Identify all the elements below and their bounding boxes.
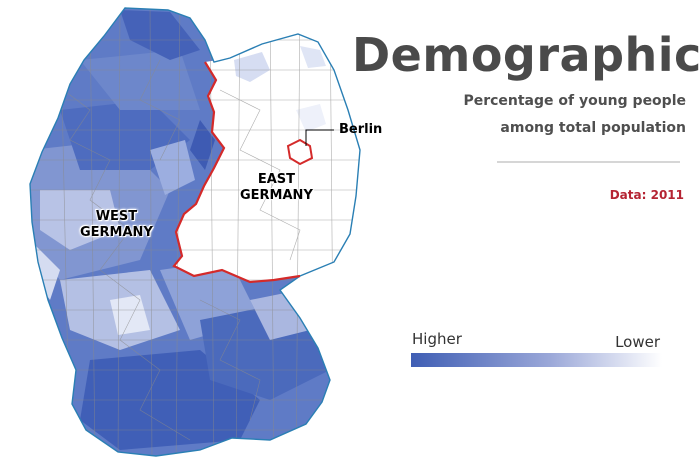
east-germany-label-line1: EAST bbox=[257, 172, 296, 187]
east-germany-label-line2: GERMANY bbox=[240, 188, 313, 203]
legend-gradient-bar bbox=[411, 353, 662, 367]
west-germany-label: WEST GERMANY bbox=[80, 209, 153, 241]
east-germany-label: EAST GERMANY bbox=[240, 172, 313, 204]
berlin-label: Berlin bbox=[339, 122, 383, 137]
page-subtitle: Percentage of young people among total p… bbox=[366, 88, 686, 142]
berlin-leader-line bbox=[305, 129, 334, 146]
subtitle-line-2: among total population bbox=[500, 120, 686, 136]
west-germany-label-line1: WEST bbox=[95, 209, 138, 224]
subtitle-line-1: Percentage of young people bbox=[463, 93, 686, 109]
page-title: Demographics bbox=[352, 28, 700, 82]
legend-low-label: Lower bbox=[615, 333, 660, 351]
germany-coastline bbox=[29, 7, 361, 457]
legend-high-label: Higher bbox=[412, 330, 462, 348]
west-germany-label-line2: GERMANY bbox=[80, 225, 153, 240]
inner-german-border bbox=[172, 61, 301, 284]
data-source-note: Data: 2011 bbox=[609, 188, 684, 202]
divider-rule bbox=[497, 161, 680, 163]
